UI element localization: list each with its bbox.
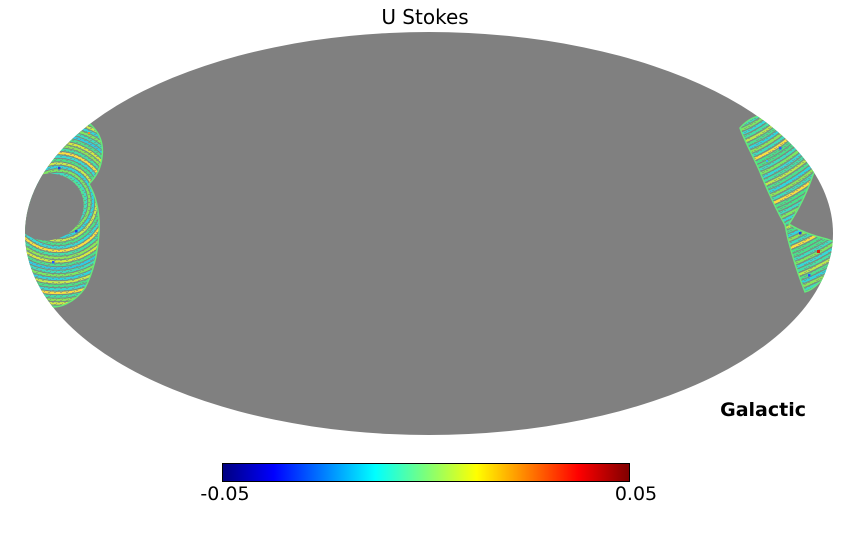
colorbar bbox=[222, 463, 630, 482]
outlier-pixel bbox=[52, 261, 55, 264]
coordinate-system-label: Galactic bbox=[720, 399, 806, 421]
outlier-pixel bbox=[58, 167, 61, 170]
plot-title: U Stokes bbox=[381, 5, 469, 29]
sky-map-ellipse bbox=[25, 32, 833, 435]
outlier-pixel bbox=[779, 147, 782, 150]
outlier-pixel bbox=[766, 160, 768, 162]
colorbar-max-label: 0.05 bbox=[614, 483, 658, 505]
outlier-pixel bbox=[60, 146, 62, 148]
outlier-pixel bbox=[808, 274, 811, 277]
outlier-pixel bbox=[817, 250, 820, 253]
outlier-pixel bbox=[799, 232, 802, 235]
colorbar-min-label: -0.05 bbox=[200, 483, 250, 505]
right-outlier-pixels bbox=[766, 147, 820, 277]
outlier-pixel bbox=[75, 230, 78, 233]
outlier-pixel bbox=[88, 132, 90, 134]
